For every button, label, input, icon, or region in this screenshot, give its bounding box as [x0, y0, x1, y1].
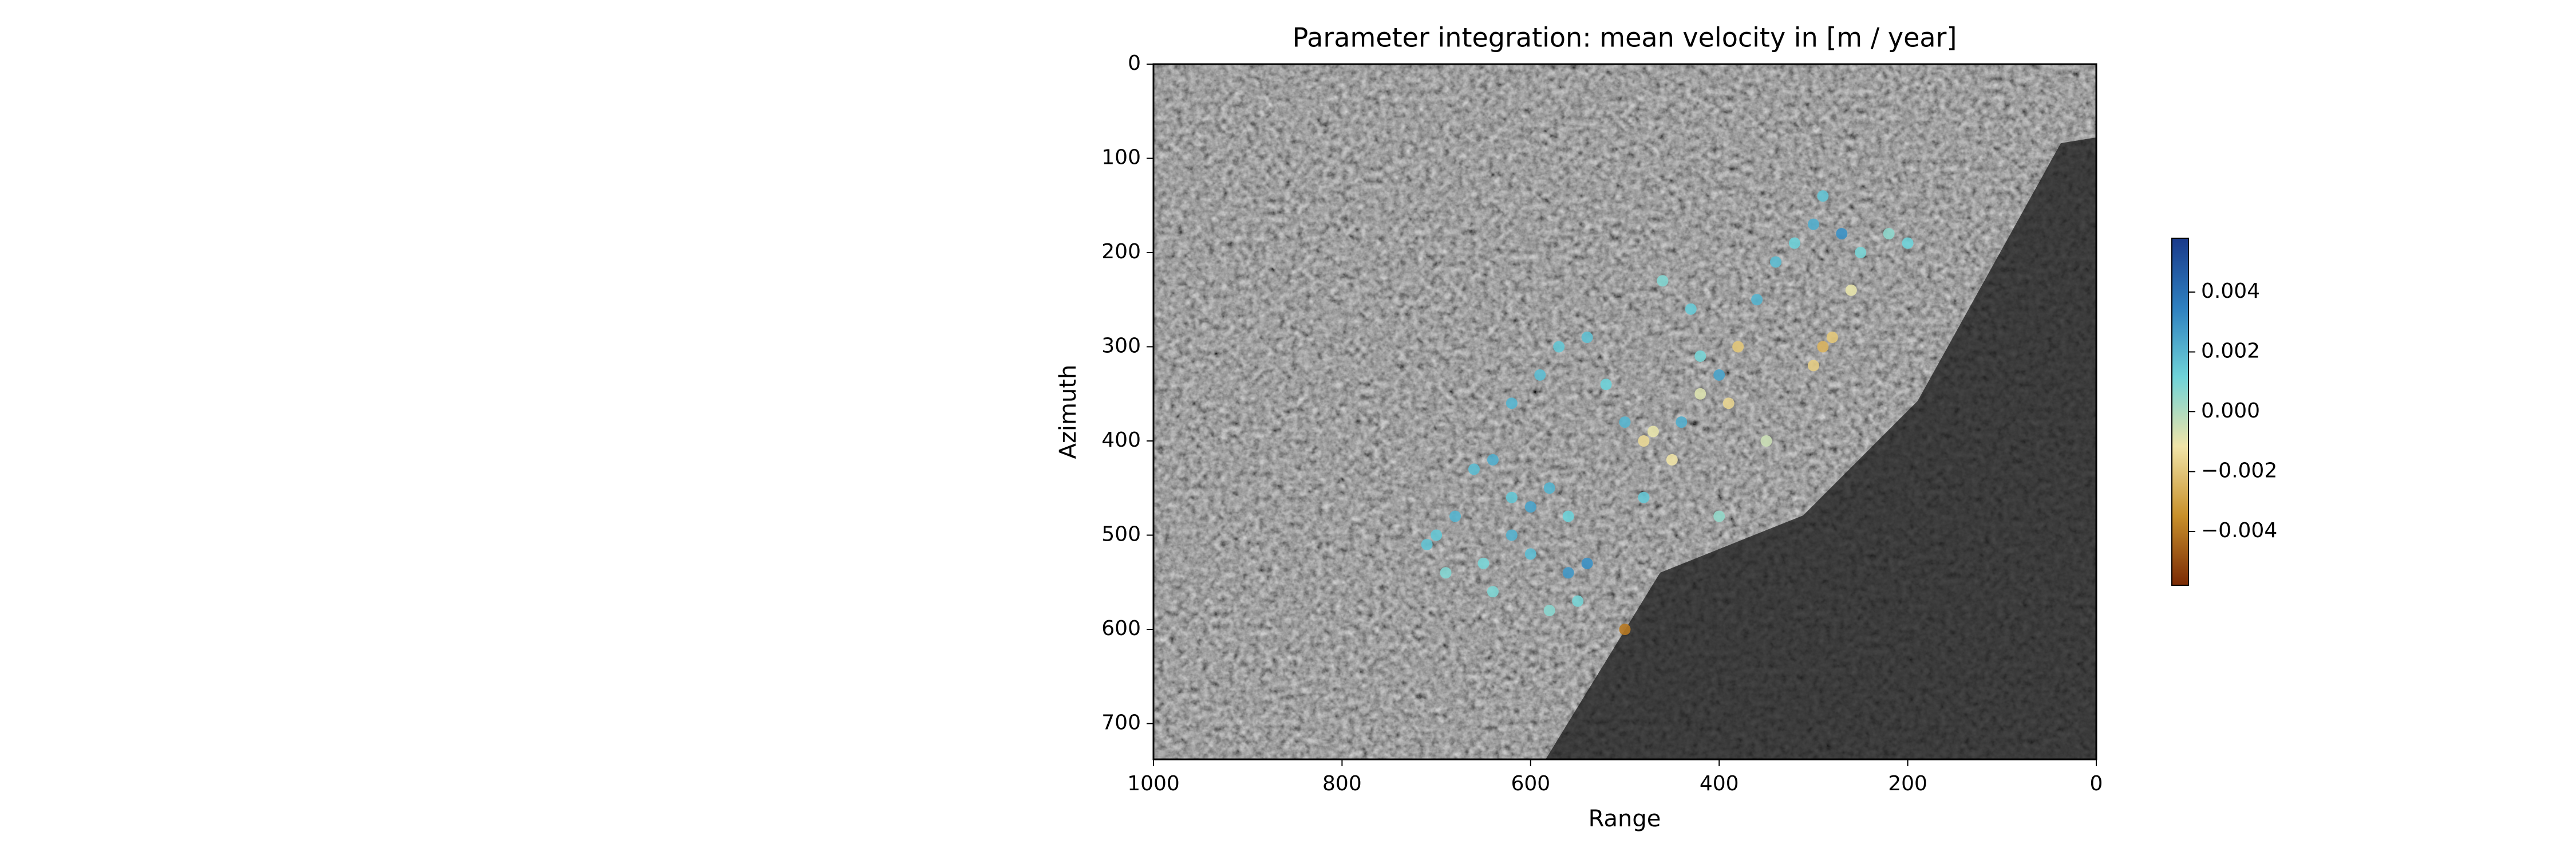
scatter-point: [1883, 228, 1895, 240]
y-tick-label: 400: [1101, 428, 1141, 452]
colorbar-tick-label: 0.004: [2201, 279, 2260, 303]
scatter-point: [1543, 482, 1555, 494]
colorbar-tick-label: 0.000: [2201, 399, 2260, 423]
y-tick-label: 200: [1101, 240, 1141, 263]
scatter-point: [1581, 557, 1593, 569]
y-tick-label: 700: [1101, 711, 1141, 734]
scatter-point: [1817, 341, 1829, 353]
x-tick-label: 600: [1511, 772, 1550, 795]
scatter-point: [1694, 350, 1706, 362]
x-tick-label: 1000: [1127, 772, 1180, 795]
scatter-point: [1855, 246, 1867, 258]
scatter-point: [1600, 379, 1612, 391]
scatter-point: [1524, 501, 1536, 513]
x-tick-label: 800: [1322, 772, 1362, 795]
scatter-point: [1722, 397, 1735, 409]
scatter-point: [1572, 595, 1584, 607]
scatter-point: [1487, 454, 1499, 466]
scatter-point: [1506, 397, 1518, 409]
scatter-point: [1477, 557, 1490, 569]
background-image: [1153, 64, 2096, 759]
scatter-point: [1581, 332, 1593, 344]
scatter-point: [1826, 332, 1838, 344]
chart-title: Parameter integration: mean velocity in …: [1293, 22, 1957, 53]
y-tick-label: 300: [1101, 334, 1141, 357]
scatter-point: [1524, 548, 1536, 560]
scatter-point: [1902, 237, 1914, 249]
scatter-point: [1468, 463, 1480, 475]
y-tick-label: 100: [1101, 145, 1141, 169]
plot-frame: [1152, 63, 2097, 761]
scatter-point: [1638, 435, 1650, 447]
y-tick-label: 600: [1101, 617, 1141, 640]
colorbar-tick-label: −0.004: [2201, 519, 2277, 542]
scatter-point: [1553, 341, 1565, 353]
scatter-point: [1647, 425, 1659, 438]
points: [1421, 190, 1914, 635]
scatter-point: [1713, 510, 1725, 522]
x-tick-label: 200: [1888, 772, 1927, 795]
x-tick-label: 0: [2090, 772, 2103, 795]
scatter-point: [1506, 529, 1518, 541]
scatter-point: [1836, 228, 1848, 240]
scatter-point: [1421, 538, 1433, 550]
scatter-point: [1817, 190, 1829, 202]
scatter-point: [1713, 369, 1725, 381]
scatter-point: [1657, 275, 1669, 287]
x-axis-label: Range: [1589, 806, 1661, 832]
scatter-point: [1770, 256, 1782, 268]
scatter-point: [1543, 605, 1555, 617]
scatter-point: [1845, 284, 1857, 296]
y-tick-label: 0: [1128, 52, 1141, 75]
scatter-point: [1619, 623, 1631, 635]
scatter-point: [1732, 341, 1744, 353]
scatter-point: [1487, 586, 1499, 598]
scatter-point: [1751, 294, 1763, 306]
colorbar-tick-label: −0.002: [2201, 459, 2277, 482]
scatter-point: [1449, 510, 1461, 522]
y-tick-label: 500: [1101, 522, 1141, 546]
scatter-point: [1666, 454, 1678, 466]
colorbar-tick-label: 0.002: [2201, 340, 2260, 363]
scatter-point: [1562, 567, 1574, 579]
scatter-point: [1788, 237, 1800, 249]
y-axis-label: Azimuth: [1055, 365, 1081, 459]
scatter-point: [1807, 360, 1819, 372]
scatter-point: [1685, 303, 1697, 315]
scatter-point: [1506, 491, 1518, 503]
scatter-point: [1676, 416, 1688, 428]
scatter-point: [1619, 416, 1631, 428]
scatter-point: [1807, 218, 1819, 230]
x-tick-label: 400: [1700, 772, 1739, 795]
scatter-point: [1440, 567, 1452, 579]
colorbar: [2171, 238, 2189, 586]
scatter-point: [1760, 435, 1772, 447]
scatter-point: [1638, 491, 1650, 503]
scatter-point: [1534, 369, 1546, 381]
scatter-point: [1694, 388, 1706, 400]
scatter-point: [1431, 529, 1443, 541]
scatter-point: [1562, 510, 1574, 522]
